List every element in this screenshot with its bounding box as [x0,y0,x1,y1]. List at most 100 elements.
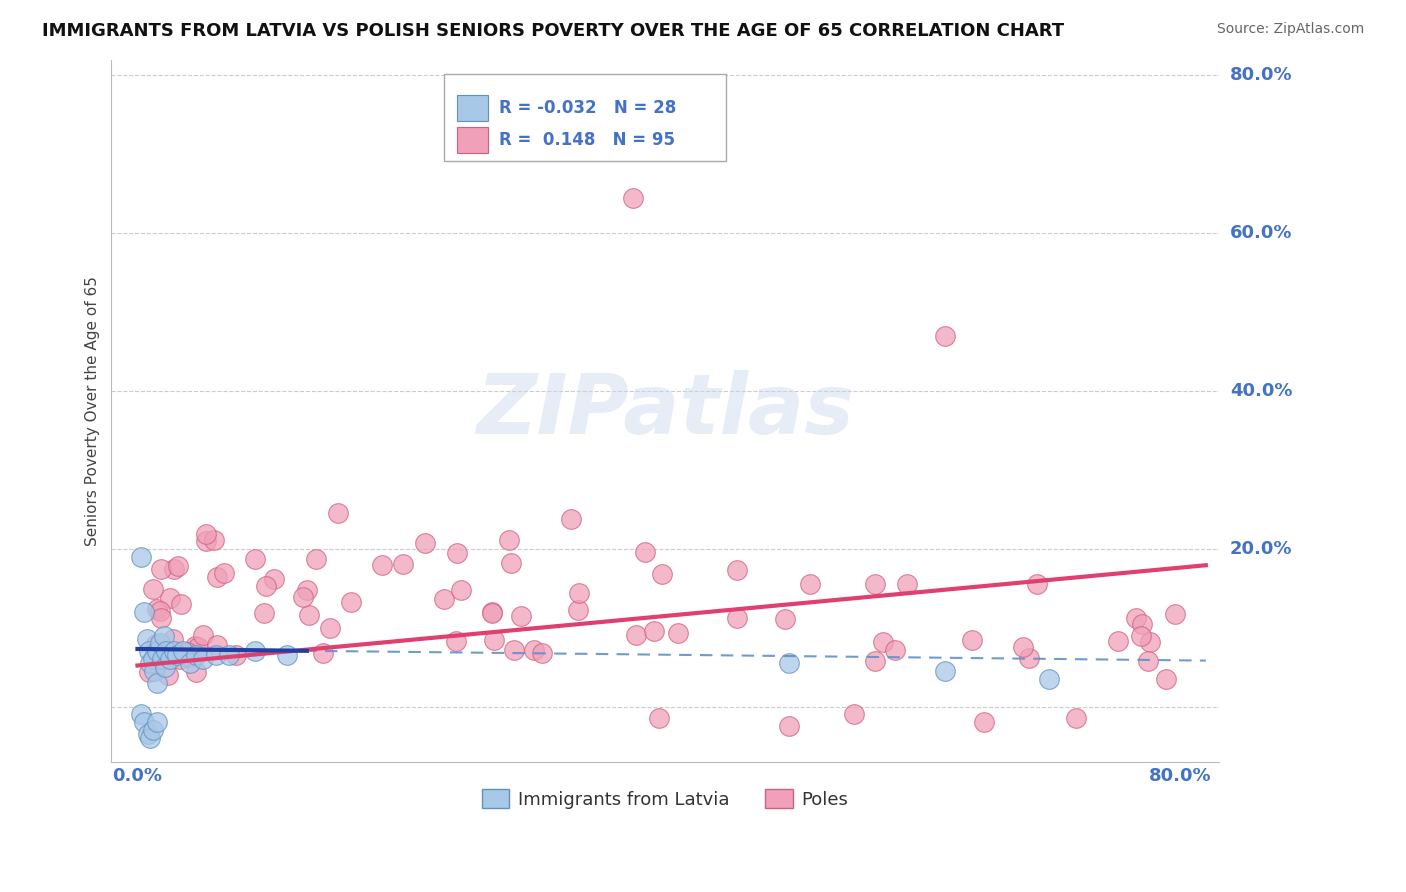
Point [169,652,191,666]
Point [136,727,159,741]
Point [934,664,956,678]
Y-axis label: Seniors Poverty Over the Age of 65: Seniors Poverty Over the Age of 65 [86,276,100,546]
Point [1026,577,1049,591]
Point [243,644,266,658]
Point [146,601,169,615]
Point [162,632,184,646]
Point [1154,672,1177,686]
Point [176,645,198,659]
Point [1018,651,1040,665]
Point [179,656,201,670]
Point [150,611,173,625]
Legend: Immigrants from Latvia, Poles: Immigrants from Latvia, Poles [475,782,856,816]
Point [149,604,172,618]
Point [142,723,165,738]
Point [155,644,177,658]
Point [1130,617,1153,632]
Point [1012,640,1035,654]
FancyBboxPatch shape [444,74,725,161]
Point [143,664,166,678]
Point [1038,672,1060,686]
Point [896,576,918,591]
Point [510,608,533,623]
Point [973,715,995,730]
Point [624,628,647,642]
Point [146,676,169,690]
Point [340,595,363,609]
Point [149,636,172,650]
Point [202,533,225,547]
Text: 40.0%: 40.0% [1230,382,1292,400]
Point [225,648,247,662]
Point [243,552,266,566]
Point [319,621,342,635]
Point [132,715,155,730]
Point [295,583,318,598]
Point [187,640,209,654]
Point [138,644,160,658]
Point [531,646,554,660]
Bar [457,128,488,153]
Point [392,557,415,571]
Point [799,577,821,591]
Point [142,582,165,596]
Point [135,632,157,647]
Point [1164,607,1187,622]
Point [145,636,167,650]
Point [212,566,235,580]
Point [1125,611,1147,625]
Point [191,628,214,642]
Point [146,715,169,730]
Point [450,583,472,598]
Point [501,556,523,570]
Point [312,646,335,660]
Point [159,652,181,666]
Point [1129,629,1152,643]
Bar [457,95,488,120]
Point [184,648,207,663]
Point [934,328,956,343]
Point [647,711,669,725]
Point [157,668,180,682]
Point [254,578,277,592]
Point [195,533,218,548]
Point [150,562,173,576]
Point [205,570,228,584]
Point [253,606,276,620]
Point [865,654,887,668]
Point [184,665,207,680]
Point [172,644,194,658]
Point [481,606,503,620]
Text: ZIPatlas: ZIPatlas [477,370,853,451]
Point [153,660,176,674]
Point [863,576,886,591]
Point [142,652,165,666]
Text: IMMIGRANTS FROM LATVIA VS POLISH SENIORS POVERTY OVER THE AGE OF 65 CORRELATION : IMMIGRANTS FROM LATVIA VS POLISH SENIORS… [42,22,1064,40]
Point [276,648,298,663]
Point [872,635,894,649]
Point [177,649,200,664]
Text: R =  0.148   N = 95: R = 0.148 N = 95 [499,131,675,149]
Text: Source: ZipAtlas.com: Source: ZipAtlas.com [1216,22,1364,37]
Point [1064,711,1087,725]
Point [328,506,350,520]
Point [139,731,162,745]
Point [184,639,207,653]
Point [725,563,748,577]
Point [778,656,800,670]
Text: 60.0%: 60.0% [1230,224,1292,242]
Point [138,665,160,680]
Point [842,707,865,722]
Point [446,634,468,648]
Point [132,605,155,619]
Point [166,648,188,663]
Point [159,591,181,605]
Point [568,586,591,600]
Point [523,643,546,657]
Point [194,527,217,541]
Point [503,643,526,657]
Point [778,719,800,733]
Point [139,656,162,670]
Point [167,559,190,574]
Point [292,590,315,604]
